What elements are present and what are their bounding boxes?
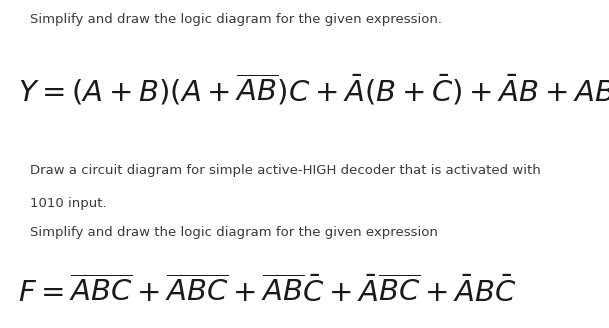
Text: $Y = (A+B)(A+\overline{AB})C+\bar{A}(B+\bar{C})+\bar{A}B+ABC$: $Y = (A+B)(A+\overline{AB})C+\bar{A}(B+\… (18, 72, 609, 107)
Text: Simplify and draw the logic diagram for the given expression: Simplify and draw the logic diagram for … (30, 226, 438, 239)
Text: $F=\overline{ABC}+\overline{ABC}+\overline{AB}\bar{C}+\bar{A}\overline{BC}+\bar{: $F=\overline{ABC}+\overline{ABC}+\overli… (18, 276, 517, 308)
Text: Draw a circuit diagram for simple active-HIGH decoder that is activated with: Draw a circuit diagram for simple active… (30, 164, 541, 177)
Text: Simplify and draw the logic diagram for the given expression.: Simplify and draw the logic diagram for … (30, 13, 443, 26)
Text: 1010 input.: 1010 input. (30, 197, 107, 210)
